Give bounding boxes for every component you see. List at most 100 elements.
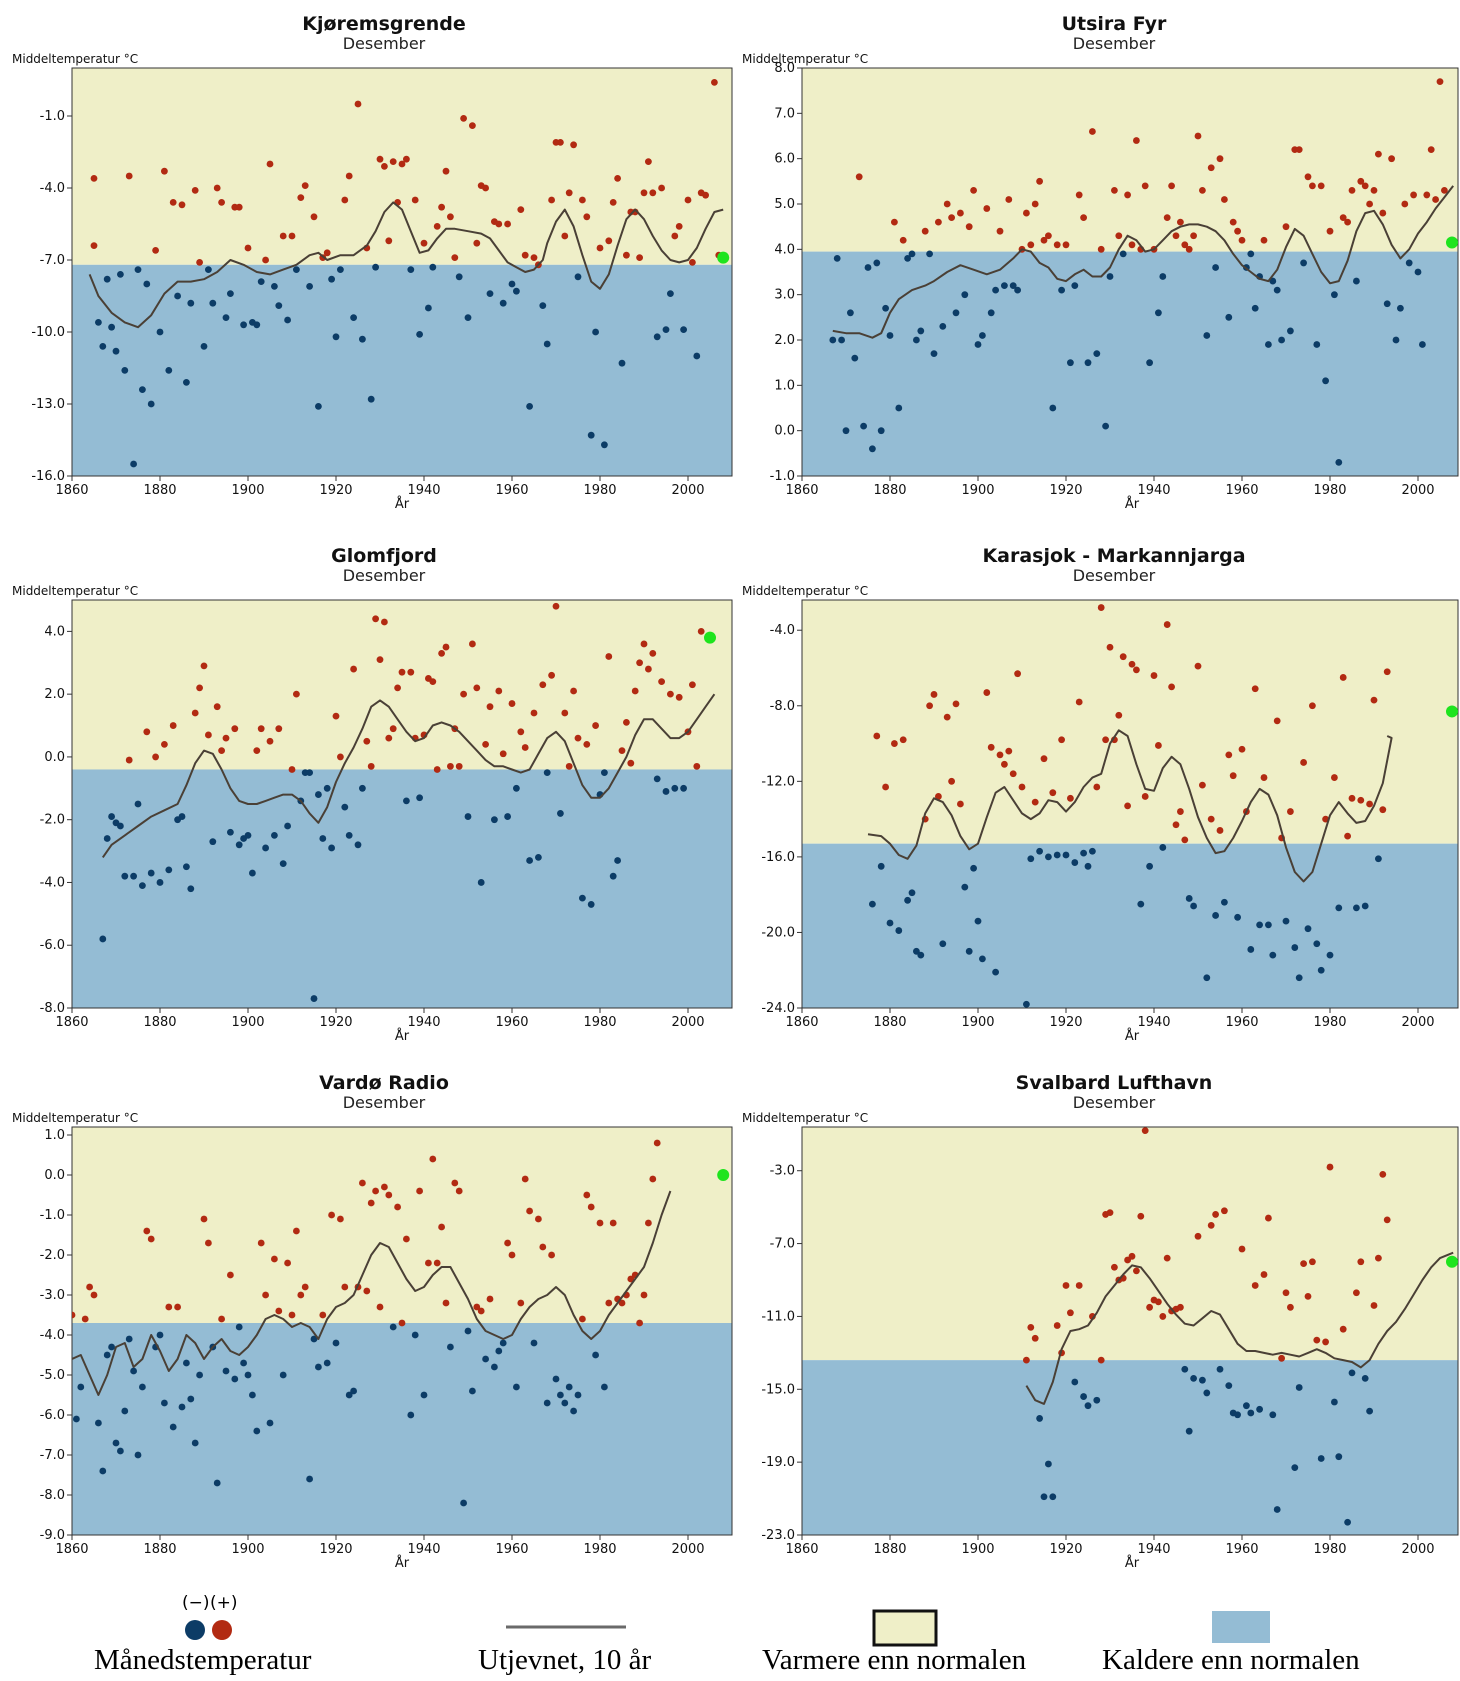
- data-point: [1366, 800, 1373, 808]
- data-point: [411, 1331, 419, 1339]
- data-point: [935, 793, 942, 800]
- data-point: [930, 691, 938, 698]
- data-point: [1348, 187, 1356, 194]
- data-point: [1190, 232, 1197, 240]
- data-point: [407, 668, 415, 676]
- data-point: [649, 189, 657, 197]
- data-point: [1062, 851, 1070, 859]
- data-point: [240, 1359, 248, 1367]
- data-point: [860, 422, 867, 430]
- y-tick-label: 3.0: [774, 288, 795, 303]
- data-point: [1383, 1216, 1391, 1224]
- data-point: [513, 784, 520, 792]
- data-point: [508, 280, 516, 288]
- data-point: [451, 1179, 459, 1187]
- data-point: [1379, 806, 1387, 814]
- data-point: [200, 662, 208, 670]
- data-point: [1256, 921, 1263, 929]
- data-point: [310, 213, 318, 221]
- x-axis-label: År: [1125, 1555, 1140, 1571]
- data-point: [530, 1339, 538, 1347]
- data-point: [442, 167, 450, 175]
- data-point: [1071, 282, 1079, 289]
- data-point: [407, 1411, 415, 1419]
- data-point: [191, 187, 199, 194]
- data-point: [169, 1423, 177, 1431]
- data-point: [948, 214, 955, 222]
- y-tick-label: 2.0: [774, 333, 795, 348]
- data-point: [1300, 759, 1307, 766]
- data-point: [425, 1259, 432, 1267]
- data-point: [284, 822, 291, 830]
- data-point: [1317, 182, 1325, 190]
- data-point: [965, 223, 973, 231]
- data-point: [1102, 422, 1109, 430]
- data-point: [227, 828, 234, 836]
- y-tick-label: -11.0: [761, 1309, 795, 1324]
- data-point: [574, 734, 582, 742]
- data-point: [508, 1251, 516, 1259]
- data-point: [587, 901, 595, 908]
- data-point: [1265, 341, 1272, 348]
- data-point: [979, 955, 986, 963]
- x-tick-label: 1860: [785, 483, 818, 498]
- x-tick-label: 1860: [785, 1542, 818, 1557]
- data-point: [495, 1347, 503, 1355]
- x-tick-label: 1940: [1137, 1015, 1170, 1030]
- data-point: [345, 831, 353, 839]
- data-point: [473, 239, 481, 247]
- data-point: [165, 866, 173, 874]
- data-point: [235, 203, 243, 211]
- data-point: [601, 1383, 608, 1391]
- data-point: [1031, 1334, 1039, 1342]
- data-point: [1027, 1323, 1035, 1331]
- y-tick-label: -8.0: [770, 699, 795, 714]
- data-point: [1441, 187, 1448, 194]
- data-point: [1111, 187, 1118, 194]
- data-point: [381, 1183, 388, 1191]
- legend-dots: [185, 1620, 232, 1640]
- data-point: [605, 1299, 613, 1307]
- y-tick-label: -10.0: [31, 325, 65, 340]
- data-point: [504, 1239, 511, 1247]
- data-point: [1287, 327, 1294, 335]
- data-point: [1080, 849, 1087, 857]
- data-point: [1243, 1402, 1250, 1410]
- data-point: [279, 860, 287, 868]
- y-tick-label: 0.0: [774, 424, 795, 439]
- x-tick-label: 1980: [1313, 1015, 1346, 1030]
- data-point: [469, 122, 476, 129]
- data-point: [156, 328, 164, 336]
- data-point: [1023, 209, 1030, 217]
- data-point: [1251, 685, 1259, 693]
- chart-subtitle: Desember: [1073, 1093, 1156, 1112]
- data-point: [1273, 1506, 1281, 1513]
- data-point: [623, 719, 630, 726]
- data-point: [385, 1191, 393, 1199]
- data-point: [992, 286, 999, 294]
- data-point: [711, 79, 718, 86]
- data-point: [429, 1155, 437, 1163]
- data-point: [557, 139, 564, 146]
- data-point: [1005, 196, 1013, 203]
- y-tick-label: 7.0: [774, 106, 795, 121]
- data-point: [1119, 653, 1127, 661]
- data-point: [257, 725, 265, 733]
- data-point: [1049, 789, 1057, 797]
- data-point: [73, 1415, 80, 1423]
- data-point: [244, 1371, 252, 1379]
- x-tick-label: 2000: [671, 483, 704, 498]
- data-point: [1278, 1354, 1285, 1362]
- data-point: [895, 404, 903, 412]
- data-point: [1295, 974, 1303, 982]
- data-point: [1278, 336, 1285, 344]
- data-point: [530, 254, 538, 261]
- plot-area: [99, 602, 716, 1002]
- data-point: [829, 336, 837, 344]
- data-point: [332, 712, 340, 720]
- data-point: [227, 1271, 234, 1279]
- data-point: [367, 1199, 375, 1207]
- data-point: [125, 756, 133, 764]
